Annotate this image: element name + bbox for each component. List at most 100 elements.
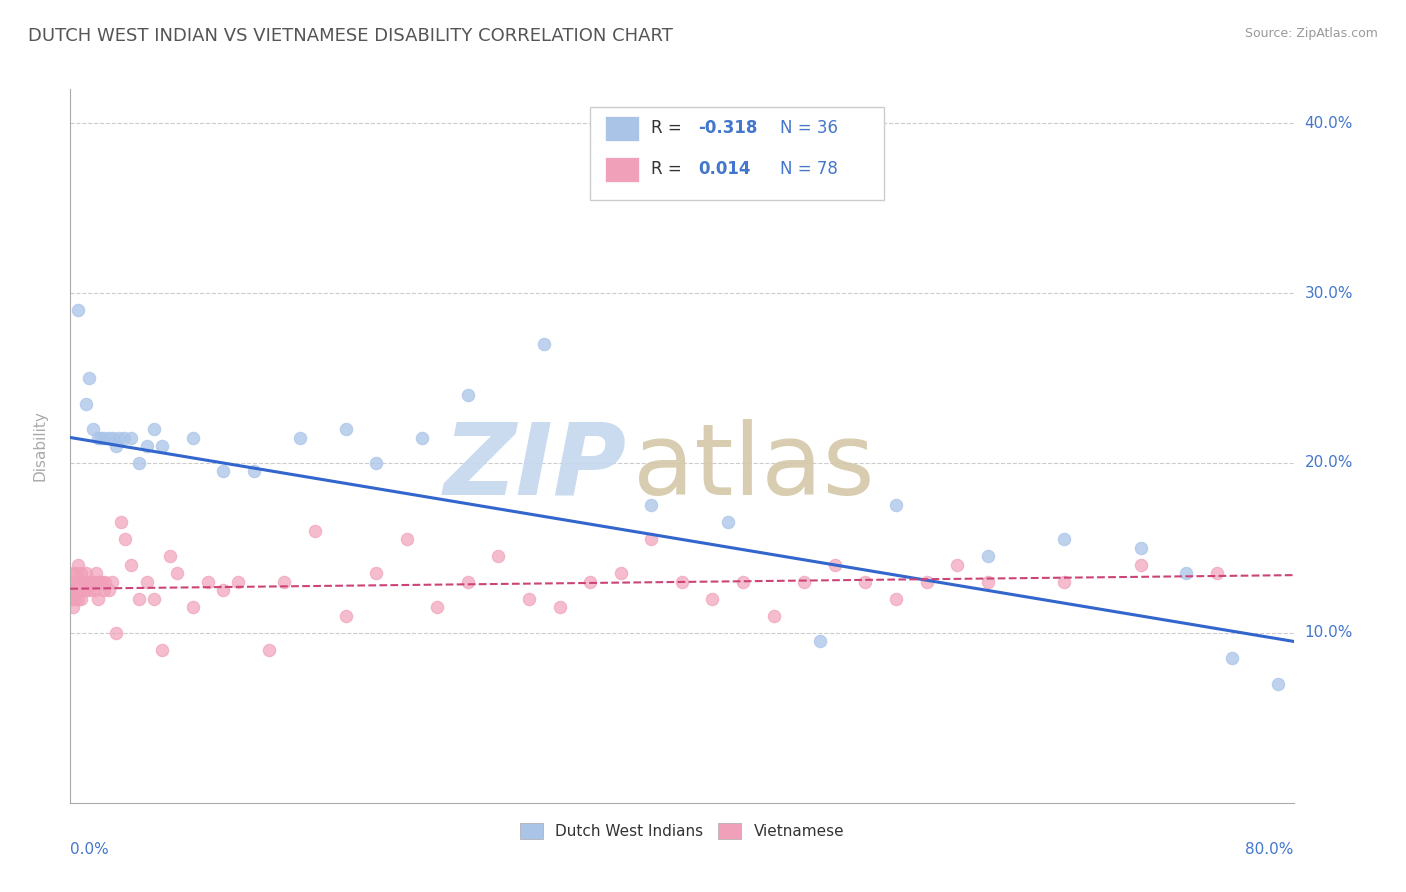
Point bbox=[65, 583, 87, 598]
Point bbox=[105, 439, 128, 453]
Point bbox=[93, 583, 115, 598]
Text: R =: R = bbox=[651, 120, 688, 137]
Point bbox=[62, 600, 84, 615]
Point bbox=[89, 574, 111, 589]
Point bbox=[197, 574, 219, 589]
Point bbox=[457, 388, 479, 402]
Point bbox=[411, 430, 433, 444]
Point bbox=[101, 430, 124, 444]
Point bbox=[128, 591, 150, 606]
Point bbox=[824, 558, 846, 572]
Point bbox=[143, 591, 166, 606]
Text: -0.318: -0.318 bbox=[697, 120, 758, 137]
Point bbox=[976, 549, 998, 564]
Point bbox=[69, 583, 91, 598]
Text: 0.0%: 0.0% bbox=[70, 842, 110, 856]
Point bbox=[273, 574, 295, 589]
Text: Source: ZipAtlas.com: Source: ZipAtlas.com bbox=[1244, 27, 1378, 40]
Text: DUTCH WEST INDIAN VS VIETNAMESE DISABILITY CORRELATION CHART: DUTCH WEST INDIAN VS VIETNAMESE DISABILI… bbox=[28, 27, 673, 45]
Point bbox=[717, 516, 740, 530]
Point bbox=[212, 583, 235, 598]
FancyBboxPatch shape bbox=[605, 116, 640, 141]
Point bbox=[733, 574, 755, 589]
Point bbox=[105, 626, 128, 640]
Point bbox=[66, 303, 89, 318]
Point bbox=[135, 574, 157, 589]
Point bbox=[1129, 558, 1152, 572]
Point bbox=[1175, 566, 1198, 581]
Point bbox=[90, 430, 112, 444]
Point bbox=[159, 549, 181, 564]
Text: atlas: atlas bbox=[633, 419, 875, 516]
Point bbox=[70, 566, 93, 581]
Legend: Dutch West Indians, Vietnamese: Dutch West Indians, Vietnamese bbox=[513, 817, 851, 845]
Point bbox=[1267, 677, 1289, 691]
Point bbox=[63, 574, 86, 589]
Point bbox=[335, 608, 357, 623]
Point bbox=[82, 574, 104, 589]
Point bbox=[366, 456, 388, 470]
Point bbox=[112, 430, 135, 444]
Point bbox=[60, 583, 83, 598]
Point bbox=[946, 558, 969, 572]
Point bbox=[640, 499, 662, 513]
Point bbox=[60, 574, 83, 589]
Point bbox=[166, 566, 188, 581]
Point bbox=[488, 549, 510, 564]
Point bbox=[808, 634, 831, 648]
Point bbox=[395, 533, 418, 547]
Point bbox=[1220, 651, 1243, 665]
Point bbox=[517, 591, 540, 606]
Point bbox=[77, 574, 100, 589]
Point bbox=[90, 574, 112, 589]
Point bbox=[1053, 533, 1076, 547]
Point bbox=[62, 583, 84, 598]
Point bbox=[533, 337, 555, 351]
Point bbox=[243, 465, 266, 479]
Point bbox=[75, 396, 97, 410]
Point bbox=[143, 422, 166, 436]
Point bbox=[150, 643, 173, 657]
Point bbox=[97, 583, 120, 598]
Point bbox=[257, 643, 280, 657]
Point bbox=[70, 591, 93, 606]
Point bbox=[79, 583, 101, 598]
Text: 40.0%: 40.0% bbox=[1305, 116, 1353, 131]
Text: R =: R = bbox=[651, 161, 688, 178]
Point bbox=[72, 583, 94, 598]
Point bbox=[75, 583, 97, 598]
Point bbox=[884, 499, 907, 513]
Point bbox=[762, 608, 785, 623]
Point bbox=[80, 574, 103, 589]
Point bbox=[121, 430, 143, 444]
Point bbox=[212, 465, 235, 479]
Point bbox=[135, 439, 157, 453]
Point bbox=[288, 430, 311, 444]
Point bbox=[1206, 566, 1229, 581]
Point bbox=[87, 591, 110, 606]
Text: 20.0%: 20.0% bbox=[1305, 456, 1353, 470]
Point bbox=[121, 558, 143, 572]
FancyBboxPatch shape bbox=[605, 157, 640, 182]
Point bbox=[65, 566, 87, 581]
Point bbox=[73, 574, 96, 589]
Point bbox=[548, 600, 571, 615]
Point bbox=[66, 591, 89, 606]
Point bbox=[76, 574, 98, 589]
Point bbox=[94, 574, 117, 589]
Point bbox=[579, 574, 602, 589]
Point bbox=[97, 430, 120, 444]
Point bbox=[114, 533, 136, 547]
Point bbox=[72, 574, 94, 589]
Text: N = 36: N = 36 bbox=[780, 120, 838, 137]
Point bbox=[640, 533, 662, 547]
Point bbox=[62, 566, 84, 581]
Point bbox=[610, 566, 633, 581]
Point bbox=[66, 558, 89, 572]
Point bbox=[150, 439, 173, 453]
Point bbox=[63, 591, 86, 606]
Point bbox=[60, 591, 83, 606]
Point bbox=[93, 430, 115, 444]
Point bbox=[457, 574, 479, 589]
Point bbox=[366, 566, 388, 581]
